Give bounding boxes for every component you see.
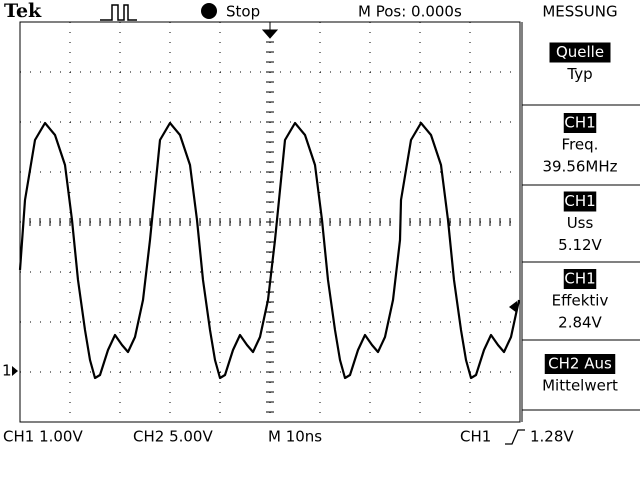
menu-title: MESSUNG — [542, 3, 617, 21]
menu-label-bg — [549, 42, 611, 63]
menu-sub: Mittelwert — [542, 377, 618, 395]
timebase: M 10ns — [268, 428, 322, 446]
menu-sub: Uss — [567, 214, 594, 232]
menu-label: Quelle — [556, 43, 604, 61]
logo: Tek — [4, 0, 42, 22]
channel-marker: 1 — [2, 362, 12, 380]
ch2-scale: CH2 5.00V — [133, 428, 213, 446]
trigger-slope-icon — [505, 429, 525, 445]
menu-value: 39.56MHz — [542, 158, 617, 176]
trigger-position-marker — [261, 22, 279, 39]
menu-sub: Effektiv — [552, 292, 609, 310]
menu-label-bg — [563, 113, 597, 133]
menu-label-bg — [563, 191, 597, 212]
menu-label: CH1 — [564, 114, 595, 132]
trigger-level: 1.28V — [530, 428, 574, 446]
waveform — [18, 121, 521, 380]
menu-sub: Freq. — [562, 136, 599, 154]
menu-value: 5.12V — [558, 236, 602, 254]
menu-label: CH2 Aus — [548, 355, 612, 373]
trigger-source: CH1 — [460, 428, 491, 446]
menu-sub: Typ — [566, 65, 592, 83]
position: M Pos: 0.000s — [358, 3, 462, 21]
menu-label-bg — [563, 269, 597, 289]
graticule — [19, 21, 521, 423]
menu-label: CH1 — [564, 192, 595, 210]
run-state: Stop — [226, 3, 260, 21]
menu-label-bg — [544, 354, 616, 374]
menu-label: CH1 — [564, 270, 595, 288]
trigger-icon — [100, 4, 137, 21]
trigger-level-marker — [509, 301, 517, 313]
ch1-scale: CH1 1.00V — [3, 428, 83, 446]
stop-icon — [201, 3, 217, 19]
channel-marker-arrow — [12, 366, 18, 376]
side-menu: Quelle Typ CH1 Freq. 39.56MHz CH1 Uss 5.12V CH1 E… — [521, 22, 640, 422]
menu-value: 2.84V — [558, 314, 602, 332]
